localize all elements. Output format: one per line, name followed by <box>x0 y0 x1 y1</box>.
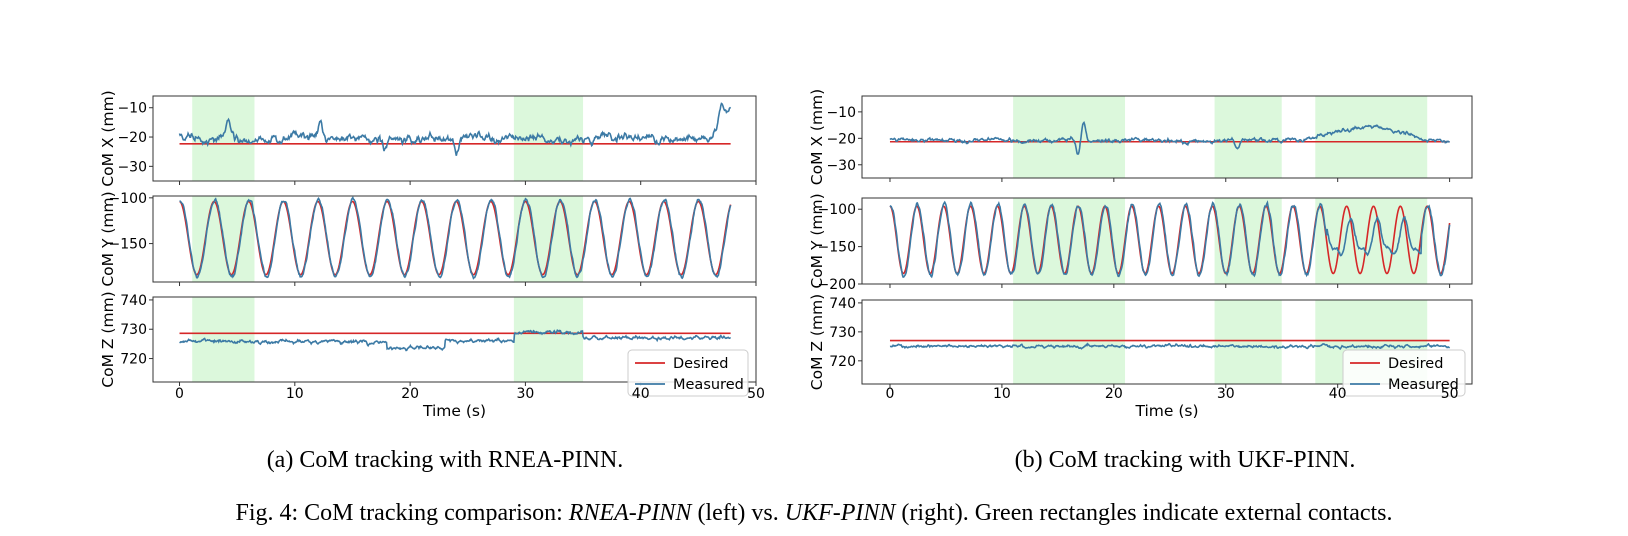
panel-frame <box>861 95 1473 179</box>
y-tick-label: −30 <box>826 158 856 174</box>
x-tick-label: 50 <box>747 386 765 402</box>
y-axis-label: CoM X (mm) <box>808 89 826 185</box>
y-tick-label: −20 <box>117 130 147 146</box>
contact-region-2 <box>1214 300 1282 384</box>
y-tick-label: −30 <box>117 159 147 175</box>
x-tick-label: 20 <box>401 386 419 402</box>
legend-label-desired: Desired <box>673 356 728 372</box>
legend: Desired Measured <box>1342 349 1466 397</box>
legend-label-measured: Measured <box>1388 377 1459 393</box>
contact-region-2 <box>513 196 584 282</box>
x-tick-label: 20 <box>1105 386 1123 402</box>
y-tick-label: −150 <box>109 237 147 253</box>
y-axis-label: CoM X (mm) <box>99 90 117 186</box>
panel-frame <box>152 195 757 283</box>
x-axis-label: Time (s) <box>1134 402 1198 420</box>
legend-label-measured: Measured <box>673 377 744 393</box>
x-tick-label: 40 <box>632 386 650 402</box>
contact-region-2 <box>1214 96 1282 178</box>
x-tick-label: 30 <box>1217 386 1235 402</box>
x-tick-label: 0 <box>175 386 184 402</box>
contact-region-1 <box>1013 300 1126 384</box>
contact-region-1 <box>192 96 255 181</box>
y-tick-label: −20 <box>826 131 856 147</box>
y-tick-label: −100 <box>818 202 856 218</box>
x-axis-label: Time (s) <box>422 402 486 420</box>
caption-method-a: RNEA-PINN <box>568 500 694 526</box>
x-tick-label: 10 <box>286 386 304 402</box>
y-tick-label: 720 <box>120 352 147 368</box>
y-tick-label: −150 <box>818 240 856 256</box>
series-measured <box>179 329 731 352</box>
x-tick-label: 0 <box>886 386 895 402</box>
subcaption-left: (a) CoM tracking with RNEA-PINN. <box>267 447 624 473</box>
contact-region-1 <box>1013 96 1126 178</box>
x-tick-label: 30 <box>516 386 534 402</box>
y-axis-label: CoM Z (mm) <box>808 294 826 390</box>
caption-middle: (left) vs. <box>691 500 784 526</box>
panel-frame <box>152 296 757 383</box>
contact-region-2 <box>513 297 584 382</box>
y-tick-label: −200 <box>818 277 856 293</box>
y-tick-label: 740 <box>120 293 147 309</box>
y-tick-label: 730 <box>120 322 147 338</box>
x-tick-label: 50 <box>1441 386 1459 402</box>
y-axis-label: CoM Y (mm) <box>99 191 117 286</box>
series-measured <box>889 342 1451 351</box>
figure-caption: Fig. 4: CoM tracking comparison: RNEA-PI… <box>235 500 1392 526</box>
contact-region-2 <box>1214 198 1282 284</box>
caption-suffix: (right). Green rectangles indicate exter… <box>895 500 1392 526</box>
y-tick-label: −100 <box>109 191 147 207</box>
y-tick-label: 730 <box>829 325 856 341</box>
y-tick-label: −10 <box>826 105 856 121</box>
legend: Desired Measured <box>627 349 749 397</box>
y-tick-label: −10 <box>117 101 147 117</box>
series-measured <box>889 121 1450 155</box>
legend-label-desired: Desired <box>1388 356 1443 372</box>
series-measured <box>889 200 1451 279</box>
panel-frame <box>861 197 1473 285</box>
x-tick-label: 10 <box>993 386 1011 402</box>
y-axis-label: CoM Z (mm) <box>99 291 117 387</box>
y-tick-label: 740 <box>829 296 856 312</box>
subcaption-right: (b) CoM tracking with UKF-PINN. <box>1015 447 1356 473</box>
caption-prefix: Fig. 4: CoM tracking comparison: <box>235 500 568 526</box>
x-tick-label: 40 <box>1329 386 1347 402</box>
series-measured <box>178 102 732 156</box>
caption-method-b: UKF-PINN <box>785 500 898 526</box>
y-tick-label: 720 <box>829 354 856 370</box>
panel-frame <box>861 299 1473 385</box>
y-axis-label: CoM Y (mm) <box>808 193 826 288</box>
series-measured <box>179 196 732 280</box>
contact-region-3 <box>1315 96 1428 178</box>
panel-frame <box>152 95 757 182</box>
